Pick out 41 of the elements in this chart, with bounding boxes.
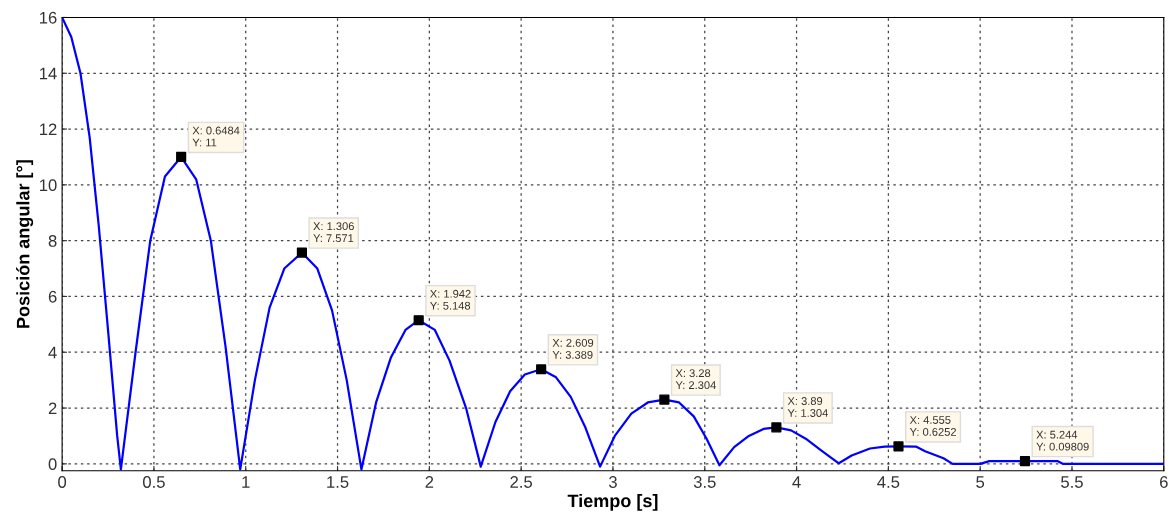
point	[1019, 456, 1031, 467]
annotation: X: 1.306 Y: 7.571	[313, 222, 354, 243]
y-axis-title: Posición angular [°]	[16, 160, 34, 328]
y-tick-label: 0	[48, 458, 57, 471]
y-tick-label: 14	[39, 67, 57, 80]
x-tick-label: 4	[792, 476, 801, 488]
annotation: X: 3.89 Y: 1.304	[787, 397, 828, 417]
x-tick-label: 1	[242, 476, 250, 488]
x-tick-label: 5.5	[1061, 476, 1083, 488]
annotation: X: 5.244 Y: 0.09809	[1036, 430, 1089, 451]
y-tick-label: 4	[48, 346, 57, 359]
y-tick-label: 6	[48, 290, 57, 303]
x-axis-title: Tiempo [s]	[567, 493, 658, 511]
point	[176, 151, 187, 163]
y-tick-label: 16	[39, 11, 57, 24]
x-tick-label: 0	[58, 476, 67, 488]
line-series	[62, 17, 1164, 471]
annotation: X: 0.6484 Y: 11	[192, 126, 240, 147]
point	[536, 364, 547, 375]
point	[893, 441, 904, 452]
y-tick-label: 10	[39, 179, 57, 192]
y-tick-label: 8	[48, 235, 57, 247]
annotation: X: 2.609 Y: 3.389	[552, 338, 594, 359]
point	[659, 394, 670, 405]
x-tick-label: 4.5	[877, 476, 900, 488]
point	[413, 315, 424, 326]
x-tick-label: 6	[1160, 476, 1168, 488]
annotation: X: 3.28 Y: 2.304	[675, 369, 716, 390]
x-tick-label: 3	[608, 476, 617, 488]
annotation: X: 4.555 Y: 0.6252	[909, 416, 956, 436]
y-tick-label: 12	[39, 123, 57, 136]
x-tick-label: 3.5	[693, 476, 716, 488]
x-tick-label: 2.5	[510, 476, 533, 488]
point	[296, 247, 308, 258]
annotation: X: 1.942 Y: 5.148	[430, 289, 471, 310]
x-tick-label: 1.5	[327, 476, 349, 488]
point	[771, 422, 782, 433]
x-tick-label: 2	[425, 476, 434, 488]
x-tick-label: 5	[976, 476, 985, 488]
x-tick-label: 0.5	[142, 476, 165, 488]
y-tick-label: 2	[48, 402, 57, 415]
